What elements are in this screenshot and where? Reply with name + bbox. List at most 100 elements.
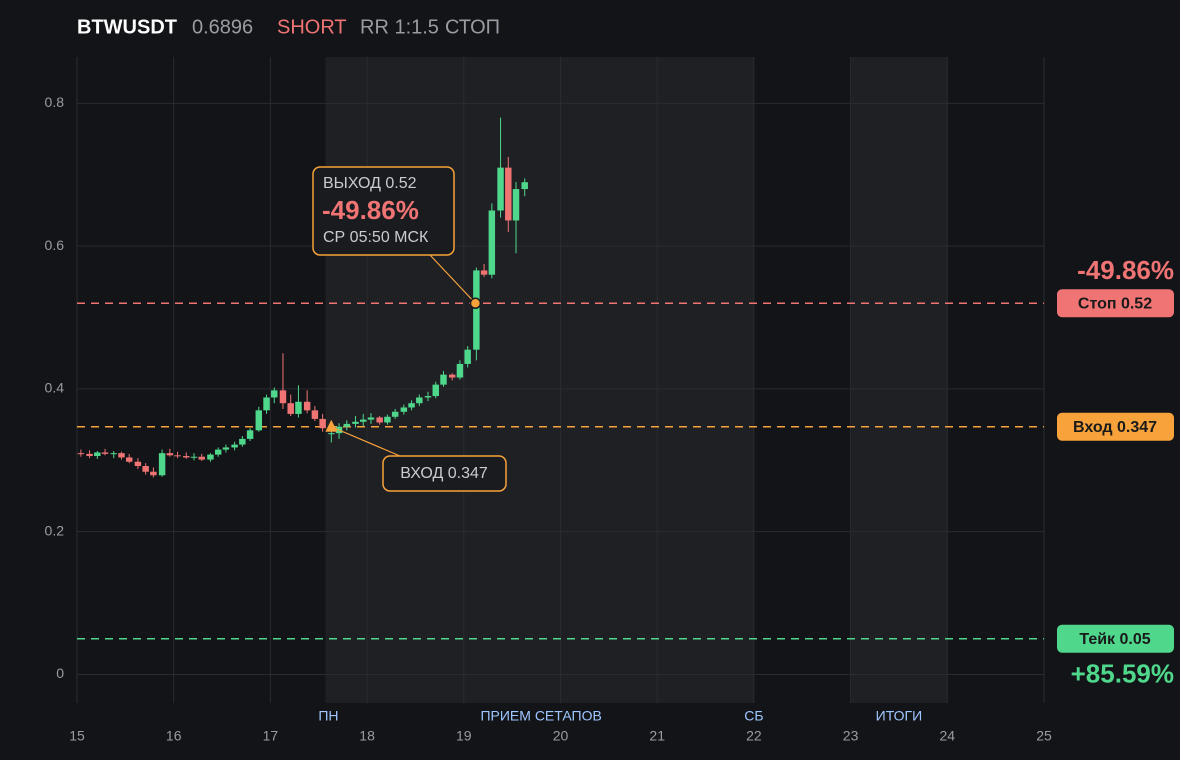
candle-body [456, 363, 464, 378]
candle-body [86, 453, 93, 457]
candle-body [360, 419, 367, 422]
x-tick-label: 19 [456, 728, 472, 744]
exit-pnl: -49.86% [322, 195, 419, 225]
candle-body [512, 189, 520, 221]
session-band [850, 57, 948, 703]
entry-box [382, 455, 507, 492]
candle-body [400, 407, 408, 412]
candle-body [391, 411, 399, 417]
candle-body [497, 167, 504, 211]
status: СТОП [445, 16, 500, 38]
candle-body [303, 401, 311, 411]
candle-body [311, 410, 319, 419]
candle-body [174, 455, 181, 457]
candle-body [416, 397, 423, 404]
session-label: ПН [318, 708, 338, 724]
candle-body [118, 453, 125, 458]
side: SHORT [277, 16, 347, 38]
candle-body [214, 449, 222, 455]
candle-body [222, 447, 230, 450]
exit-connector [429, 254, 476, 304]
candle-body [295, 401, 302, 414]
candle-body [424, 396, 432, 398]
candle-body [150, 471, 157, 476]
exit-label: ВЫХОД 0.52 [323, 175, 417, 192]
x-tick-label: 21 [649, 728, 665, 744]
candle-body [190, 456, 198, 458]
candle-body [77, 453, 85, 455]
candle-body [183, 456, 190, 458]
candle-body [142, 466, 149, 472]
level-badge [1057, 624, 1174, 653]
candle-body [110, 453, 117, 455]
level-badge [1057, 289, 1174, 318]
exit-point [469, 297, 482, 310]
exit-time: СР 05:50 МСК [323, 229, 429, 246]
price: 0.6896 [192, 16, 253, 38]
x-tick-label: 16 [166, 728, 182, 744]
x-tick-label: 24 [940, 728, 956, 744]
x-tick-label: 20 [553, 728, 569, 744]
entry-connector [331, 426, 401, 457]
candle-body [432, 384, 439, 397]
y-tick-label: 0.6 [45, 237, 65, 253]
candle-body [279, 390, 287, 404]
candle-body [207, 454, 214, 460]
session-label: ПРИЕМ СЕТАПОВ [480, 708, 601, 724]
candle-body [448, 374, 456, 378]
level-badge [1057, 412, 1174, 441]
candle-body [271, 390, 278, 398]
candle-body [263, 397, 270, 411]
candle-body [246, 430, 254, 439]
x-tick-label: 17 [263, 728, 279, 744]
candle-body [376, 417, 383, 423]
level-label: Стоп 0.52 [1078, 295, 1152, 312]
candle-body [255, 410, 263, 431]
candle-body [287, 403, 294, 414]
exit-box [312, 166, 455, 256]
candle-body [384, 416, 391, 423]
candle-body [473, 270, 480, 350]
candle-body [408, 403, 415, 408]
level-pct: +85.59% [1071, 659, 1174, 689]
candle-body [101, 452, 109, 454]
level-pct: -49.86% [1077, 255, 1174, 285]
x-tick-label: 23 [843, 728, 859, 744]
candle-body [319, 418, 326, 429]
x-tick-label: 18 [359, 728, 375, 744]
candle-body [352, 421, 359, 424]
y-tick-label: 0.8 [45, 94, 65, 110]
level-label: Тейк 0.05 [1079, 631, 1150, 648]
session-label: ИТОГИ [876, 708, 923, 724]
risk-reward: RR 1:1.5 [360, 16, 439, 38]
candle-body [367, 417, 375, 420]
candle-body [328, 433, 335, 435]
candle-body [166, 453, 174, 456]
y-tick-label: 0 [56, 665, 64, 681]
candle-body [158, 453, 166, 476]
x-tick-label: 25 [1036, 728, 1052, 744]
candle-body [343, 423, 351, 427]
symbol: BTWUSDT [77, 16, 177, 38]
candle-body [239, 438, 246, 445]
candle-body [480, 270, 488, 275]
session-label: СБ [744, 708, 763, 724]
x-tick-label: 15 [69, 728, 85, 744]
candle-body [134, 461, 142, 467]
entry-point [325, 419, 338, 432]
candle-body [488, 210, 496, 275]
candle-body [440, 374, 447, 385]
session-band [325, 57, 754, 703]
candle-body [464, 349, 471, 364]
candle-body [125, 457, 133, 462]
x-tick-label: 22 [746, 728, 762, 744]
y-tick-label: 0.4 [45, 380, 65, 396]
y-tick-label: 0.2 [45, 522, 65, 538]
candle-body [198, 456, 205, 460]
candle-body [505, 167, 512, 221]
candle-body [521, 182, 528, 190]
candle-body [94, 452, 101, 457]
level-label: Вход 0.347 [1073, 419, 1157, 436]
candle-body [231, 444, 238, 448]
